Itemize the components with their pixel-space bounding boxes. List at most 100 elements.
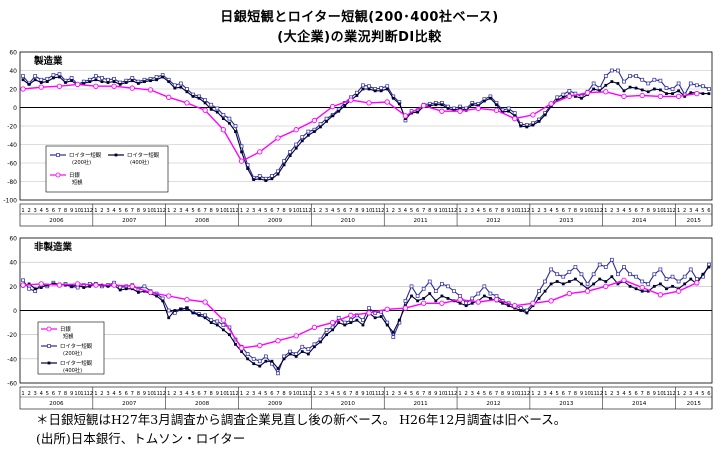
plot-frame bbox=[19, 237, 713, 384]
series-point-reuters400 bbox=[440, 294, 444, 298]
series-point-reuters400 bbox=[707, 92, 711, 96]
month-tick-label: 12 bbox=[87, 208, 94, 214]
month-tick-label: 7 bbox=[568, 391, 571, 397]
series-point-boj bbox=[457, 296, 463, 303]
series-point-reuters400 bbox=[240, 150, 243, 154]
series-point-reuters400 bbox=[610, 275, 614, 279]
source-note: (出所)日本銀行、トムソン・ロイター bbox=[36, 431, 246, 446]
series-point-reuters400 bbox=[228, 333, 231, 337]
series-point-reuters400 bbox=[671, 284, 674, 288]
series-point-boj bbox=[93, 83, 99, 89]
legend-sublabel: (400社) bbox=[130, 158, 149, 166]
series-point-reuters400 bbox=[428, 292, 432, 295]
year-label: 2014 bbox=[632, 401, 647, 407]
month-tick-label: 12 bbox=[378, 391, 385, 397]
month-tick-label: 5 bbox=[556, 208, 559, 214]
series-point-reuters400 bbox=[397, 318, 401, 322]
series-point-reuters400 bbox=[507, 304, 511, 308]
series-point-reuters400 bbox=[689, 277, 693, 281]
series-point-reuters200 bbox=[367, 84, 371, 89]
series-point-reuters400 bbox=[51, 76, 55, 80]
series-point-reuters400 bbox=[659, 282, 662, 286]
year-label: 2013 bbox=[559, 401, 574, 407]
series-point-reuters400 bbox=[537, 297, 541, 300]
y-tick-label: -80 bbox=[7, 179, 17, 186]
series-point-reuters400 bbox=[185, 90, 189, 94]
month-tick-label: 3 bbox=[616, 391, 619, 397]
month-tick-label: 11 bbox=[663, 208, 670, 214]
month-tick-label: 5 bbox=[701, 208, 704, 214]
series-point-reuters200 bbox=[603, 74, 608, 78]
month-tick-label: 1 bbox=[677, 208, 680, 214]
series-point-reuters400 bbox=[501, 301, 504, 305]
series-point-reuters400 bbox=[622, 89, 626, 93]
series-point-reuters400 bbox=[489, 96, 492, 100]
series-point-reuters200 bbox=[682, 274, 687, 279]
month-tick-label: 6 bbox=[52, 208, 55, 214]
series-point-reuters200 bbox=[227, 116, 232, 121]
series-point-reuters400 bbox=[580, 96, 583, 100]
month-tick-label: 4 bbox=[331, 391, 335, 397]
series-point-reuters200 bbox=[506, 106, 511, 111]
year-label: 2015 bbox=[687, 401, 702, 407]
month-tick-label: 11 bbox=[517, 391, 524, 397]
year-label: 2006 bbox=[49, 218, 64, 224]
y-tick-label: -60 bbox=[7, 161, 17, 168]
series-point-reuters200 bbox=[69, 76, 74, 80]
month-tick-label: 9 bbox=[580, 391, 583, 397]
month-tick-label: 10 bbox=[293, 208, 300, 214]
month-tick-label: 9 bbox=[216, 208, 219, 214]
series-point-reuters400 bbox=[82, 82, 86, 85]
series-point-reuters400 bbox=[143, 80, 146, 83]
month-tick-label: 3 bbox=[34, 208, 37, 214]
month-tick-label: 1 bbox=[677, 391, 680, 397]
series-point-reuters400 bbox=[64, 81, 67, 84]
series-point-reuters200 bbox=[245, 352, 250, 356]
month-tick-label: 9 bbox=[288, 391, 291, 397]
series-point-reuters400 bbox=[203, 316, 207, 320]
series-point-reuters400 bbox=[161, 299, 165, 303]
series-point-reuters200 bbox=[203, 98, 207, 102]
legend-sublabel: (200社) bbox=[72, 158, 91, 166]
month-tick-label: 9 bbox=[653, 391, 656, 397]
series-point-reuters400 bbox=[434, 299, 438, 303]
series-point-reuters400 bbox=[191, 311, 195, 315]
month-tick-label: 12 bbox=[159, 208, 166, 214]
series-point-reuters400 bbox=[355, 318, 359, 322]
month-tick-label: 5 bbox=[119, 391, 122, 397]
month-tick-label: 1 bbox=[386, 208, 389, 214]
series-point-boj bbox=[184, 100, 190, 106]
series-point-reuters400 bbox=[501, 110, 504, 114]
month-tick-label: 4 bbox=[258, 208, 262, 214]
month-tick-label: 2 bbox=[392, 391, 395, 397]
month-tick-label: 10 bbox=[147, 208, 154, 214]
month-tick-label: 11 bbox=[299, 391, 306, 397]
month-tick-label: 3 bbox=[179, 391, 182, 397]
month-tick-label: 7 bbox=[58, 208, 61, 214]
month-tick-label: 4 bbox=[549, 391, 553, 397]
month-tick-label: 10 bbox=[147, 391, 154, 397]
series-point-reuters400 bbox=[33, 78, 37, 82]
month-tick-label: 8 bbox=[210, 208, 213, 214]
y-tick-label: 20 bbox=[9, 87, 17, 94]
year-label: 2012 bbox=[486, 218, 500, 224]
series-point-boj bbox=[220, 127, 227, 133]
series-point-reuters200 bbox=[634, 274, 638, 279]
series-point-reuters400 bbox=[112, 80, 116, 83]
series-point-reuters200 bbox=[21, 74, 25, 78]
y-tick-label: 40 bbox=[9, 260, 17, 267]
series-point-boj bbox=[238, 345, 245, 351]
month-tick-label: 8 bbox=[574, 208, 577, 214]
month-tick-label: 3 bbox=[616, 208, 619, 214]
month-tick-label: 9 bbox=[507, 391, 510, 397]
legend-sublabel: 短観 bbox=[72, 178, 82, 186]
series-point-boj bbox=[421, 103, 427, 109]
series-point-reuters200 bbox=[215, 106, 220, 111]
month-tick-label: 4 bbox=[331, 208, 335, 214]
series-point-reuters400 bbox=[470, 103, 474, 107]
month-tick-label: 1 bbox=[21, 208, 24, 214]
legend-marker bbox=[55, 172, 61, 178]
series-point-boj bbox=[111, 83, 117, 89]
series-point-boj bbox=[621, 93, 627, 100]
legend-sublabel: 短観 bbox=[63, 332, 73, 340]
